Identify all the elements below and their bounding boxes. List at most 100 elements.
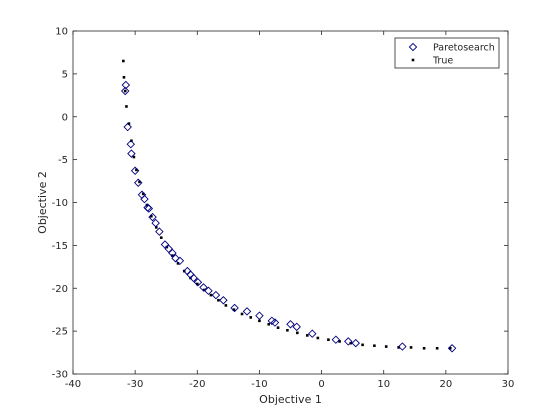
data-point-true: [132, 155, 136, 159]
data-point-paretosearch: [193, 278, 203, 287]
data-point-true: [296, 331, 299, 335]
data-point-true: [286, 328, 289, 332]
data-point-true: [135, 168, 138, 172]
legend-box: [394, 37, 500, 69]
data-point-paretosearch: [123, 122, 132, 132]
data-point-true: [249, 316, 253, 319]
data-point-true: [123, 89, 127, 93]
data-point-paretosearch: [134, 178, 143, 188]
y-tick-label: 0: [62, 112, 68, 123]
data-point-true: [361, 343, 364, 347]
y-tick-label: 10: [55, 27, 68, 38]
data-point-true: [138, 180, 141, 184]
data-point-true: [422, 346, 426, 350]
data-point-paretosearch: [398, 342, 407, 351]
axes-box: [72, 30, 509, 375]
data-point-paretosearch: [130, 166, 140, 176]
data-point-paretosearch: [155, 227, 164, 236]
legend: Paretosearch True: [394, 37, 500, 69]
x-tick-label: 10: [377, 379, 390, 390]
data-point-paretosearch: [344, 337, 353, 346]
x-tick-label: -30: [127, 379, 143, 390]
data-point-paretosearch: [286, 320, 295, 329]
data-point-true: [327, 338, 330, 341]
data-point-paretosearch: [242, 307, 252, 316]
data-point-paretosearch: [127, 149, 136, 158]
data-point-paretosearch: [255, 311, 264, 320]
data-point-true: [154, 226, 158, 229]
data-point-paretosearch: [204, 286, 213, 296]
y-tick-label: -5: [58, 155, 68, 166]
data-point-paretosearch: [164, 244, 173, 254]
y-tick-label: -30: [52, 370, 68, 381]
data-point-true: [435, 346, 439, 350]
legend-entry-paretosearch: Paretosearch: [433, 43, 495, 54]
data-point-true: [258, 319, 261, 323]
x-tick-label: 20: [439, 379, 452, 390]
data-point-paretosearch: [292, 322, 301, 332]
data-point-true: [267, 322, 271, 326]
data-point-true: [384, 345, 388, 348]
series-paretosearch: [120, 80, 457, 353]
data-point-true: [397, 346, 400, 349]
data-point-paretosearch: [148, 212, 157, 222]
data-point-true: [338, 340, 341, 343]
y-tick-label: -20: [52, 284, 68, 295]
data-point-true: [276, 326, 280, 329]
data-point-true: [122, 59, 125, 63]
data-point-true: [217, 298, 220, 302]
x-tick-label: 30: [502, 379, 515, 390]
legend-diamond-icon: [408, 42, 418, 52]
y-tick-label: -15: [52, 241, 68, 252]
data-point-paretosearch: [171, 254, 180, 263]
data-point-true: [448, 346, 452, 350]
data-point-true: [373, 344, 376, 348]
data-point-true: [240, 312, 244, 316]
data-point-true: [150, 214, 153, 218]
data-point-true: [232, 308, 236, 311]
legend-dot-icon: [411, 58, 415, 62]
x-axis-ticks: -40 -30 -20 -10 0 10 20 30: [65, 31, 515, 390]
legend-marker-true: [411, 58, 415, 62]
data-point-true: [122, 76, 126, 79]
data-point-true: [409, 346, 413, 349]
data-point-paretosearch: [126, 139, 136, 149]
data-point-paretosearch: [331, 335, 341, 344]
data-point-paretosearch: [447, 344, 457, 353]
data-point-true: [176, 262, 180, 265]
data-point-true: [209, 293, 213, 297]
data-point-paretosearch: [230, 303, 239, 313]
legend-entry-true: True: [432, 56, 453, 67]
x-tick-label: -10: [251, 379, 267, 390]
plot-area: [72, 30, 509, 375]
data-point-paretosearch: [144, 204, 154, 213]
data-point-true: [305, 334, 309, 337]
y-tick-label: -10: [52, 198, 68, 209]
data-point-paretosearch: [189, 273, 198, 283]
data-point-paretosearch: [140, 194, 149, 204]
y-axis-label: Objective 2: [36, 171, 49, 234]
data-point-true: [316, 336, 320, 340]
legend-marker-paretosearch: [408, 42, 418, 52]
data-point-paretosearch: [219, 296, 228, 305]
x-tick-label: 0: [318, 379, 324, 390]
data-point-paretosearch: [168, 248, 177, 258]
data-point-paretosearch: [160, 240, 170, 249]
data-point-paretosearch: [308, 329, 317, 338]
series-layer: [120, 59, 457, 353]
data-point-true: [195, 282, 199, 286]
x-tick-label: -20: [189, 379, 205, 390]
x-tick-label: -40: [65, 379, 81, 390]
y-axis-ticks: 10 5 0 -5 -10 -15 -20 -25 -30: [52, 27, 508, 381]
y-tick-label: 5: [62, 69, 68, 80]
data-point-paretosearch: [151, 218, 160, 228]
data-point-true: [171, 254, 174, 257]
data-point-paretosearch: [120, 86, 130, 96]
data-point-true: [127, 122, 131, 125]
data-point-true: [125, 105, 128, 108]
x-axis-label: Objective 1: [259, 393, 322, 406]
data-point-paretosearch: [270, 318, 280, 327]
y-tick-label: -25: [52, 327, 68, 338]
data-point-true: [159, 236, 163, 239]
